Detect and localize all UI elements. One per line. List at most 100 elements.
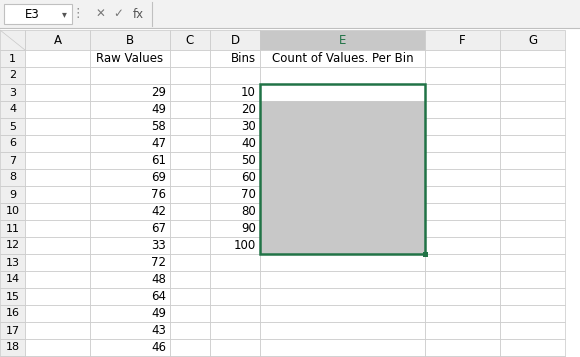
Bar: [500, 135, 565, 152]
Bar: [260, 50, 425, 67]
Text: B: B: [126, 34, 134, 46]
Bar: [90, 254, 170, 271]
Text: Raw Values: Raw Values: [96, 52, 164, 65]
Bar: [25, 322, 90, 339]
Bar: [425, 288, 500, 305]
Bar: [90, 101, 170, 118]
Bar: [425, 203, 500, 220]
Text: 43: 43: [151, 324, 166, 337]
Bar: [25, 305, 90, 322]
Text: F: F: [459, 34, 466, 46]
Text: D: D: [230, 34, 240, 46]
Bar: [210, 84, 260, 101]
Bar: [500, 50, 565, 67]
Bar: [25, 288, 90, 305]
Bar: [425, 220, 500, 237]
Bar: [90, 322, 170, 339]
Text: 76: 76: [151, 188, 166, 201]
Bar: [25, 152, 90, 169]
Bar: [90, 118, 170, 135]
Bar: [500, 271, 565, 288]
Bar: [260, 203, 425, 220]
Text: 10: 10: [241, 86, 256, 99]
Bar: [260, 254, 425, 271]
Bar: [210, 305, 260, 322]
Bar: [25, 220, 90, 237]
Bar: [500, 152, 565, 169]
Text: ✓: ✓: [113, 7, 123, 20]
Bar: [425, 305, 500, 322]
Bar: [260, 118, 425, 135]
Bar: [90, 203, 170, 220]
Bar: [0, 305, 25, 322]
Text: 46: 46: [151, 341, 166, 354]
Bar: [500, 305, 565, 322]
Bar: [0, 186, 25, 203]
Text: 49: 49: [151, 307, 166, 320]
Bar: [210, 101, 260, 118]
Bar: [0, 322, 25, 339]
Bar: [425, 271, 500, 288]
Bar: [0, 203, 25, 220]
Bar: [170, 356, 210, 357]
Text: 42: 42: [151, 205, 166, 218]
Bar: [500, 101, 565, 118]
Bar: [425, 322, 500, 339]
Bar: [260, 101, 425, 118]
Bar: [210, 152, 260, 169]
Bar: [0, 356, 25, 357]
Bar: [0, 118, 25, 135]
Bar: [500, 356, 565, 357]
Bar: [170, 30, 210, 50]
Text: 80: 80: [241, 205, 256, 218]
Bar: [500, 67, 565, 84]
Bar: [260, 30, 425, 50]
Bar: [90, 288, 170, 305]
Bar: [425, 339, 500, 356]
Bar: [500, 322, 565, 339]
Bar: [260, 152, 425, 169]
Bar: [210, 67, 260, 84]
Bar: [260, 220, 425, 237]
Text: A: A: [53, 34, 61, 46]
Bar: [210, 118, 260, 135]
Text: Bins: Bins: [231, 52, 256, 65]
Bar: [170, 220, 210, 237]
Bar: [425, 186, 500, 203]
Bar: [0, 271, 25, 288]
Bar: [0, 84, 25, 101]
Bar: [90, 305, 170, 322]
Text: 50: 50: [241, 154, 256, 167]
Text: 33: 33: [151, 239, 166, 252]
Bar: [210, 186, 260, 203]
Text: 58: 58: [151, 120, 166, 133]
Text: 30: 30: [241, 120, 256, 133]
Bar: [0, 30, 25, 50]
Bar: [260, 84, 425, 101]
Text: 11: 11: [5, 223, 20, 233]
Bar: [0, 339, 25, 356]
Bar: [260, 186, 425, 203]
Bar: [260, 237, 425, 254]
Bar: [25, 50, 90, 67]
Text: C: C: [186, 34, 194, 46]
Bar: [500, 254, 565, 271]
Text: 12: 12: [5, 241, 20, 251]
Bar: [90, 152, 170, 169]
Text: 18: 18: [5, 342, 20, 352]
Bar: [90, 67, 170, 84]
Bar: [260, 322, 425, 339]
Bar: [260, 339, 425, 356]
Text: 6: 6: [9, 139, 16, 149]
Bar: [0, 254, 25, 271]
Text: E3: E3: [24, 7, 39, 20]
Bar: [25, 237, 90, 254]
Bar: [210, 322, 260, 339]
Text: ✕: ✕: [95, 7, 105, 20]
Bar: [170, 186, 210, 203]
Bar: [25, 84, 90, 101]
Bar: [90, 84, 170, 101]
Bar: [170, 288, 210, 305]
Bar: [170, 50, 210, 67]
Bar: [425, 152, 500, 169]
